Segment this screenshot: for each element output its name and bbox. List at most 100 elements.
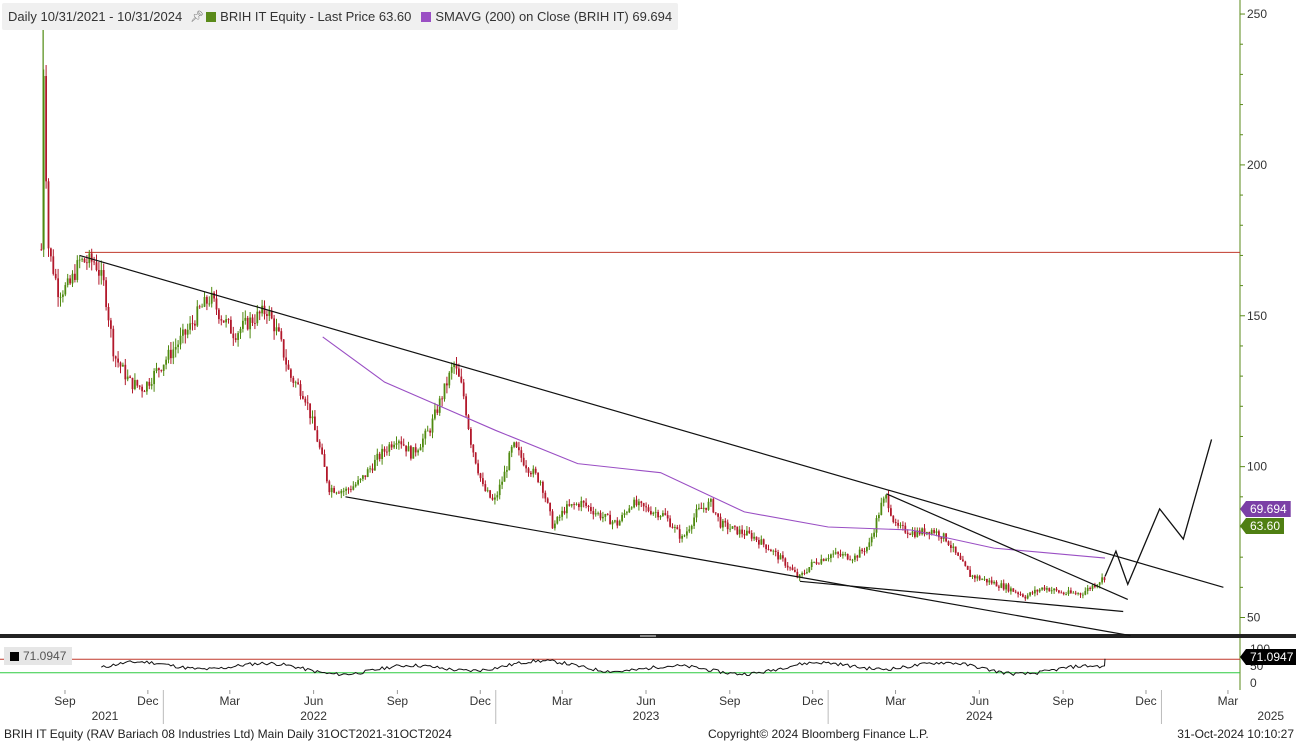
price-candle-body	[695, 508, 698, 518]
price-candle-body	[700, 507, 703, 509]
price-candle-body	[863, 551, 866, 552]
price-candle-body	[585, 502, 588, 506]
rsi-value-tag: 71.0947	[1240, 649, 1296, 665]
price-candle-body	[107, 307, 110, 321]
price-candle-body	[935, 531, 938, 533]
price-candle-body	[150, 384, 153, 386]
price-candle-body	[311, 416, 314, 419]
price-candle-body	[350, 489, 352, 491]
price-candle-body	[472, 444, 475, 453]
price-candle-body	[1082, 594, 1084, 596]
price-candle-body	[239, 328, 242, 334]
price-candle-body	[808, 567, 811, 573]
price-candle-body	[198, 306, 201, 308]
price-candle-body	[342, 490, 345, 492]
price-candle-body	[618, 521, 621, 526]
price-candle-body	[326, 466, 328, 482]
price-candle-body	[131, 377, 134, 390]
price-candle-body	[1019, 594, 1022, 595]
price-candle-body	[381, 448, 384, 459]
series-swatch-sma	[421, 11, 432, 22]
price-candle-body	[227, 319, 230, 320]
x-tick-label: Mar	[219, 694, 240, 708]
price-candle-body	[621, 514, 624, 522]
price-candle-body	[534, 468, 537, 473]
price-candle-body	[484, 484, 487, 491]
price-candle-body	[162, 364, 165, 371]
price-candle-body	[196, 306, 199, 326]
price-candle-body	[290, 369, 292, 378]
price-candle-body	[947, 541, 950, 546]
price-candle-body	[1048, 588, 1051, 592]
price-candle-body	[736, 526, 739, 535]
price-candle-body	[210, 292, 213, 304]
price-candle-body	[126, 376, 129, 380]
price-candle-body	[590, 506, 592, 512]
price-candle-body	[66, 278, 69, 286]
price-candle-body	[717, 513, 720, 517]
price-candle-body	[1002, 583, 1005, 590]
sma-value-tag: 69.694	[1240, 501, 1291, 517]
price-candle-body	[988, 580, 991, 583]
price-candle-body	[930, 530, 933, 535]
price-candle-body	[496, 495, 499, 498]
price-candle-body	[1029, 592, 1032, 596]
price-candle-body	[304, 398, 307, 403]
price-candle-body	[676, 527, 679, 530]
price-candle-body	[338, 492, 340, 494]
price-candle-body	[455, 363, 458, 369]
price-candle-body	[755, 536, 758, 541]
price-candle-body	[489, 490, 492, 498]
price-candle-body	[431, 418, 434, 433]
price-candle-body	[251, 317, 254, 323]
price-candle-body	[1065, 594, 1068, 595]
price-candle-body	[345, 488, 348, 491]
price-candle-body	[532, 468, 535, 475]
price-candle-body	[928, 531, 931, 535]
price-candle-body	[1000, 583, 1003, 588]
price-candle-body	[508, 452, 511, 471]
price-candle-body	[182, 329, 184, 336]
price-candle-body	[1062, 592, 1065, 595]
rsi-legend: 71.0947	[4, 647, 73, 665]
price-candle-body	[842, 554, 844, 556]
price-candle-body	[280, 331, 283, 340]
price-candle-body	[441, 398, 444, 400]
x-tick-label: Sep	[1052, 694, 1074, 708]
price-candle-body	[861, 549, 864, 552]
price-candle-body	[659, 515, 662, 518]
pin-icon[interactable]: 📌︎	[190, 11, 205, 23]
price-candle-body	[674, 527, 676, 528]
price-candle-body	[882, 498, 885, 503]
trendline	[345, 496, 1131, 637]
price-candle-body	[568, 504, 571, 506]
price-candle-body	[1050, 590, 1053, 592]
price-candle-body	[158, 368, 160, 371]
price-candle-body	[849, 559, 852, 561]
price-candle-body	[957, 552, 960, 556]
price-candle-body	[1007, 584, 1010, 592]
price-candle-body	[765, 544, 768, 550]
price-candle-body	[712, 499, 715, 513]
x-tick-label: Jun	[636, 694, 655, 708]
price-candle-body	[434, 409, 436, 419]
price-candle-body	[580, 500, 583, 508]
trendline	[886, 493, 1129, 600]
price-candle-body	[784, 558, 787, 566]
price-candle-body	[1014, 591, 1017, 593]
price-candle-body	[515, 442, 518, 448]
price-candle-body	[122, 364, 124, 367]
axis-layer	[0, 0, 1296, 724]
price-candle-body	[544, 492, 547, 499]
price-candle-body	[364, 475, 367, 477]
price-candle-body	[246, 317, 249, 330]
price-candle-body	[647, 507, 650, 512]
price-candle-body	[318, 441, 321, 448]
price-candle-body	[767, 549, 770, 550]
price-candle-body	[93, 261, 96, 263]
y-tick-label-100: 100	[1247, 460, 1267, 474]
price-candle-body	[1005, 584, 1008, 590]
price-candle-body	[750, 532, 753, 539]
price-candle-body	[1091, 585, 1094, 589]
price-candle-body	[340, 490, 343, 494]
